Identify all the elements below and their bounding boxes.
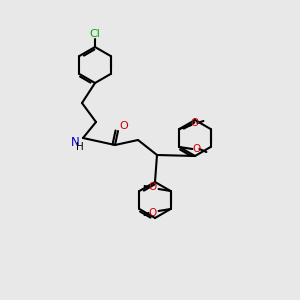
Text: O: O: [192, 144, 200, 154]
Text: O: O: [190, 118, 199, 128]
Text: Cl: Cl: [90, 29, 101, 39]
Text: O: O: [120, 121, 128, 131]
Text: H: H: [76, 142, 84, 152]
Text: O: O: [148, 182, 157, 192]
Text: N: N: [70, 136, 80, 148]
Text: O: O: [148, 208, 157, 218]
